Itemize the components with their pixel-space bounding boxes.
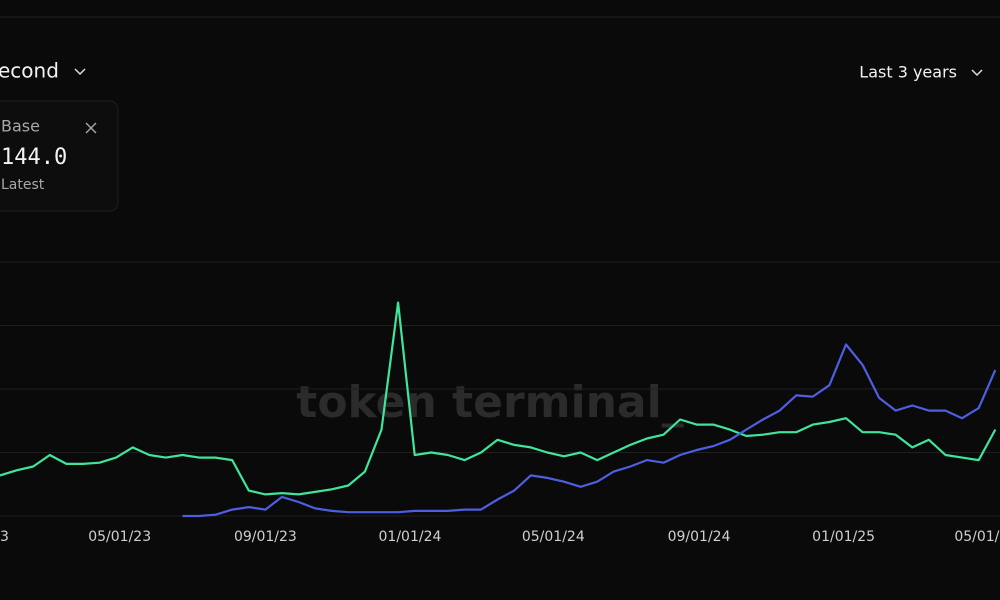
x-tick-label: 09/01/24 bbox=[668, 529, 731, 545]
card-label: Base bbox=[1, 117, 40, 136]
x-tick-label: 01/01/23 bbox=[0, 529, 9, 545]
title-chevron[interactable] bbox=[74, 68, 86, 76]
metric-title[interactable]: econd bbox=[0, 59, 59, 83]
plot: 01/01/23 05/01/23 09/01/23 01/01/24 05/01/24… bbox=[0, 261, 1000, 545]
x-tick-label: 05/01/25 bbox=[954, 529, 1000, 545]
info-card bbox=[0, 100, 119, 212]
x-tick-label: 09/01/23 bbox=[234, 529, 297, 545]
range-selector[interactable]: Last 3 years bbox=[859, 63, 957, 82]
x-tick-label: 05/01/23 bbox=[88, 529, 151, 545]
range-chevron[interactable] bbox=[971, 69, 983, 77]
x-tick-label: 01/01/24 bbox=[379, 529, 442, 545]
series-line bbox=[0, 301, 997, 496]
card-value: 144.0 bbox=[1, 145, 67, 170]
card-caption: Latest bbox=[1, 177, 45, 193]
series-line bbox=[182, 343, 997, 518]
card-close[interactable] bbox=[85, 122, 97, 134]
x-tick-label: 01/01/25 bbox=[812, 529, 875, 545]
x-tick-label: 05/01/24 bbox=[522, 529, 585, 545]
watermark: token terminal_ bbox=[296, 377, 683, 428]
